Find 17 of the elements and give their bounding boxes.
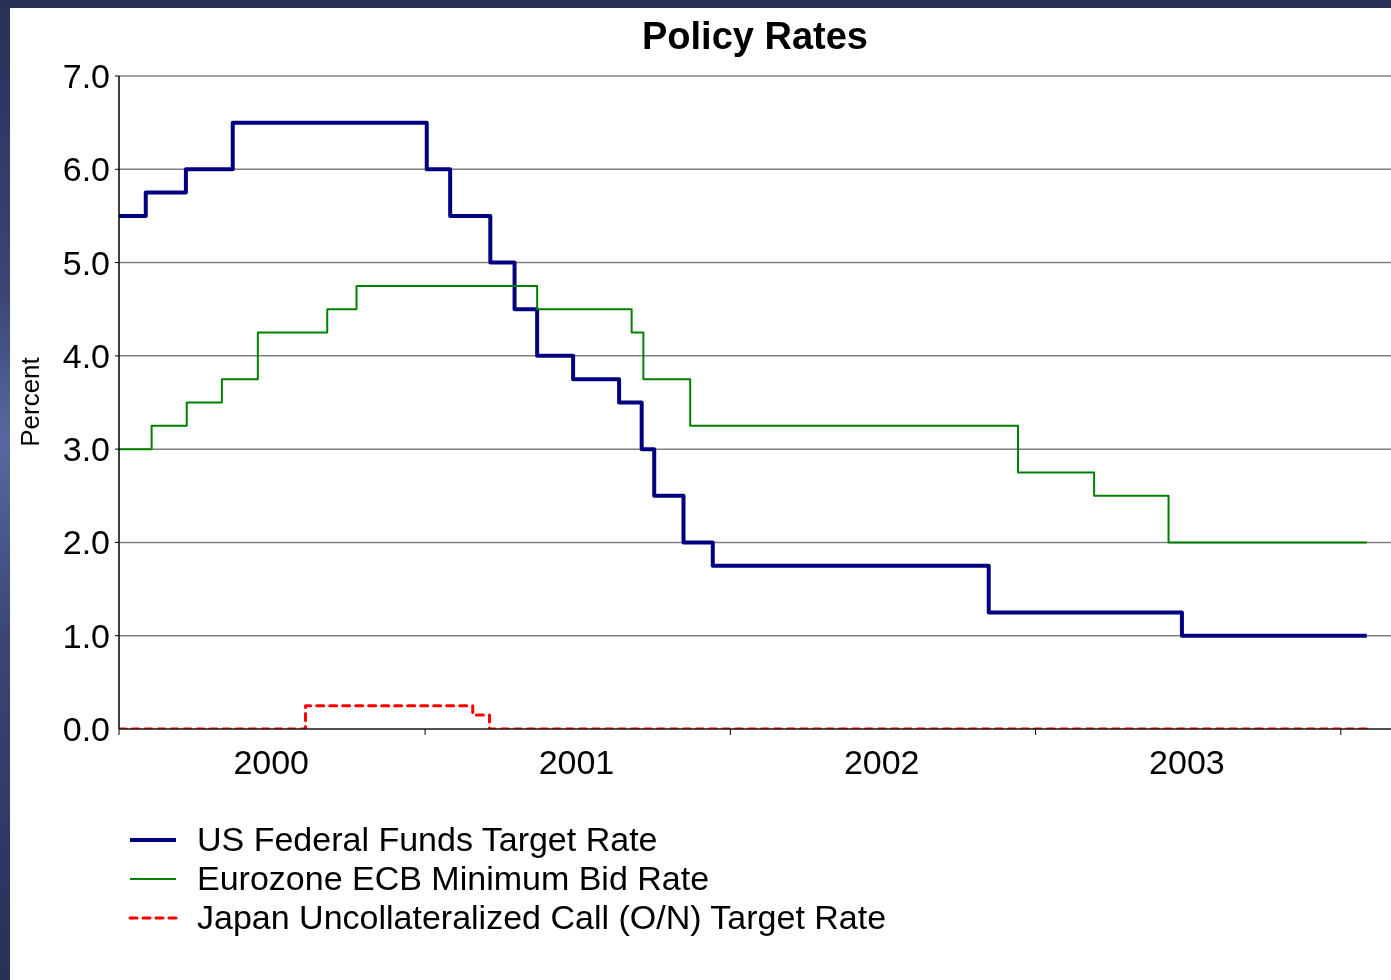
x-tick-label: 2001 [538,743,615,782]
y-tick-label: 3.0 [62,430,110,469]
x-tick-label: 2003 [1149,743,1225,782]
legend-label: Japan Uncollateralized Call (O/N) Target Rate [197,898,887,937]
y-axis-title: Percent [15,357,45,447]
y-tick-label: 0.0 [62,710,110,749]
y-tick-label: 6.0 [62,150,110,189]
y-tick-label: 5.0 [62,243,110,282]
y-tick-label: 7.0 [62,57,110,96]
y-tick-label: 4.0 [62,336,110,375]
chart-title: Policy Rates [641,14,869,58]
y-tick-label: 1.0 [62,616,110,655]
x-tick-label: 2000 [233,743,310,782]
y-tick-label: 2.0 [62,523,110,562]
legend-label: US Federal Funds Target Rate [197,820,658,859]
x-tick-label: 2002 [843,743,920,782]
legend-label: Eurozone ECB Minimum Bid Rate [197,859,710,898]
